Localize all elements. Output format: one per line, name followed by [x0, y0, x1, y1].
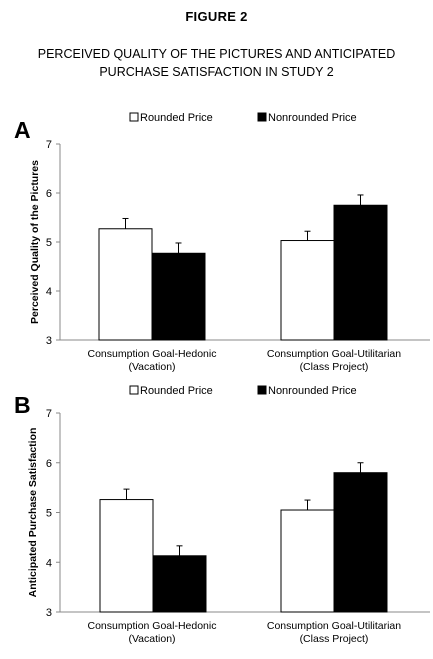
legend-label: Nonrounded Price [268, 385, 357, 397]
y-tick-label: 4 [46, 286, 52, 298]
category-label: Consumption Goal-Hedonic [88, 620, 217, 632]
category-label: Consumption Goal-Hedonic [88, 348, 217, 360]
y-tick-label: 3 [46, 335, 52, 347]
legend-swatch [129, 385, 139, 395]
legend-swatch [257, 112, 267, 122]
panel-letter: A [14, 117, 31, 143]
bar [280, 240, 335, 341]
legend-label: Rounded Price [140, 112, 213, 124]
category-label: (Vacation) [128, 633, 175, 645]
y-tick-label: 3 [46, 607, 52, 619]
y-tick-label: 7 [46, 408, 52, 420]
y-tick-label: 7 [46, 139, 52, 151]
category-label: Consumption Goal-Utilitarian [267, 348, 401, 360]
figure-subtitle-line-2: PURCHASE SATISFACTION IN STUDY 2 [99, 65, 334, 79]
category-label: Consumption Goal-Utilitarian [267, 620, 401, 632]
chart-panel-b: B Rounded Price Nonrounded Price 3 4 5 6 7 Antic… [14, 385, 430, 645]
y-tick-label: 5 [46, 237, 52, 249]
figure-subtitle: PERCEIVED QUALITY OF THE PICTURES AND AN… [0, 45, 433, 81]
panel-letter: B [14, 392, 31, 418]
y-axis-label: Perceived Quality of the Pictures [29, 160, 41, 324]
legend-swatch [129, 112, 139, 122]
figure-subtitle-line-1: PERCEIVED QUALITY OF THE PICTURES AND AN… [37, 47, 396, 61]
legend-label: Rounded Price [140, 385, 213, 397]
bar [280, 509, 335, 613]
bar [152, 555, 207, 613]
category-label: (Vacation) [128, 361, 175, 373]
bar [98, 228, 153, 341]
bar [333, 204, 388, 341]
category-label: (Class Project) [300, 361, 369, 373]
y-tick-label: 4 [46, 557, 52, 569]
y-tick-label: 5 [46, 508, 52, 520]
legend-label: Nonrounded Price [268, 112, 357, 124]
figure-label: FIGURE 2 [185, 9, 248, 24]
bar [333, 472, 388, 613]
bar [99, 499, 154, 613]
y-tick-label: 6 [46, 458, 52, 470]
y-axis-label: Anticipated Purchase Satisfaction [27, 428, 39, 598]
y-tick-label: 6 [46, 188, 52, 200]
category-label: (Class Project) [300, 633, 369, 645]
chart-panel-a: A Rounded Price Nonrounded Price 3 4 5 6 7 Perce… [14, 112, 430, 373]
legend-swatch [257, 385, 267, 395]
bar [151, 252, 206, 341]
